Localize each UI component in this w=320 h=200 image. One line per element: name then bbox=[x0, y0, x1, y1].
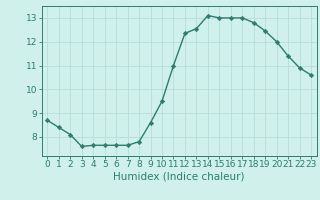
X-axis label: Humidex (Indice chaleur): Humidex (Indice chaleur) bbox=[114, 172, 245, 182]
